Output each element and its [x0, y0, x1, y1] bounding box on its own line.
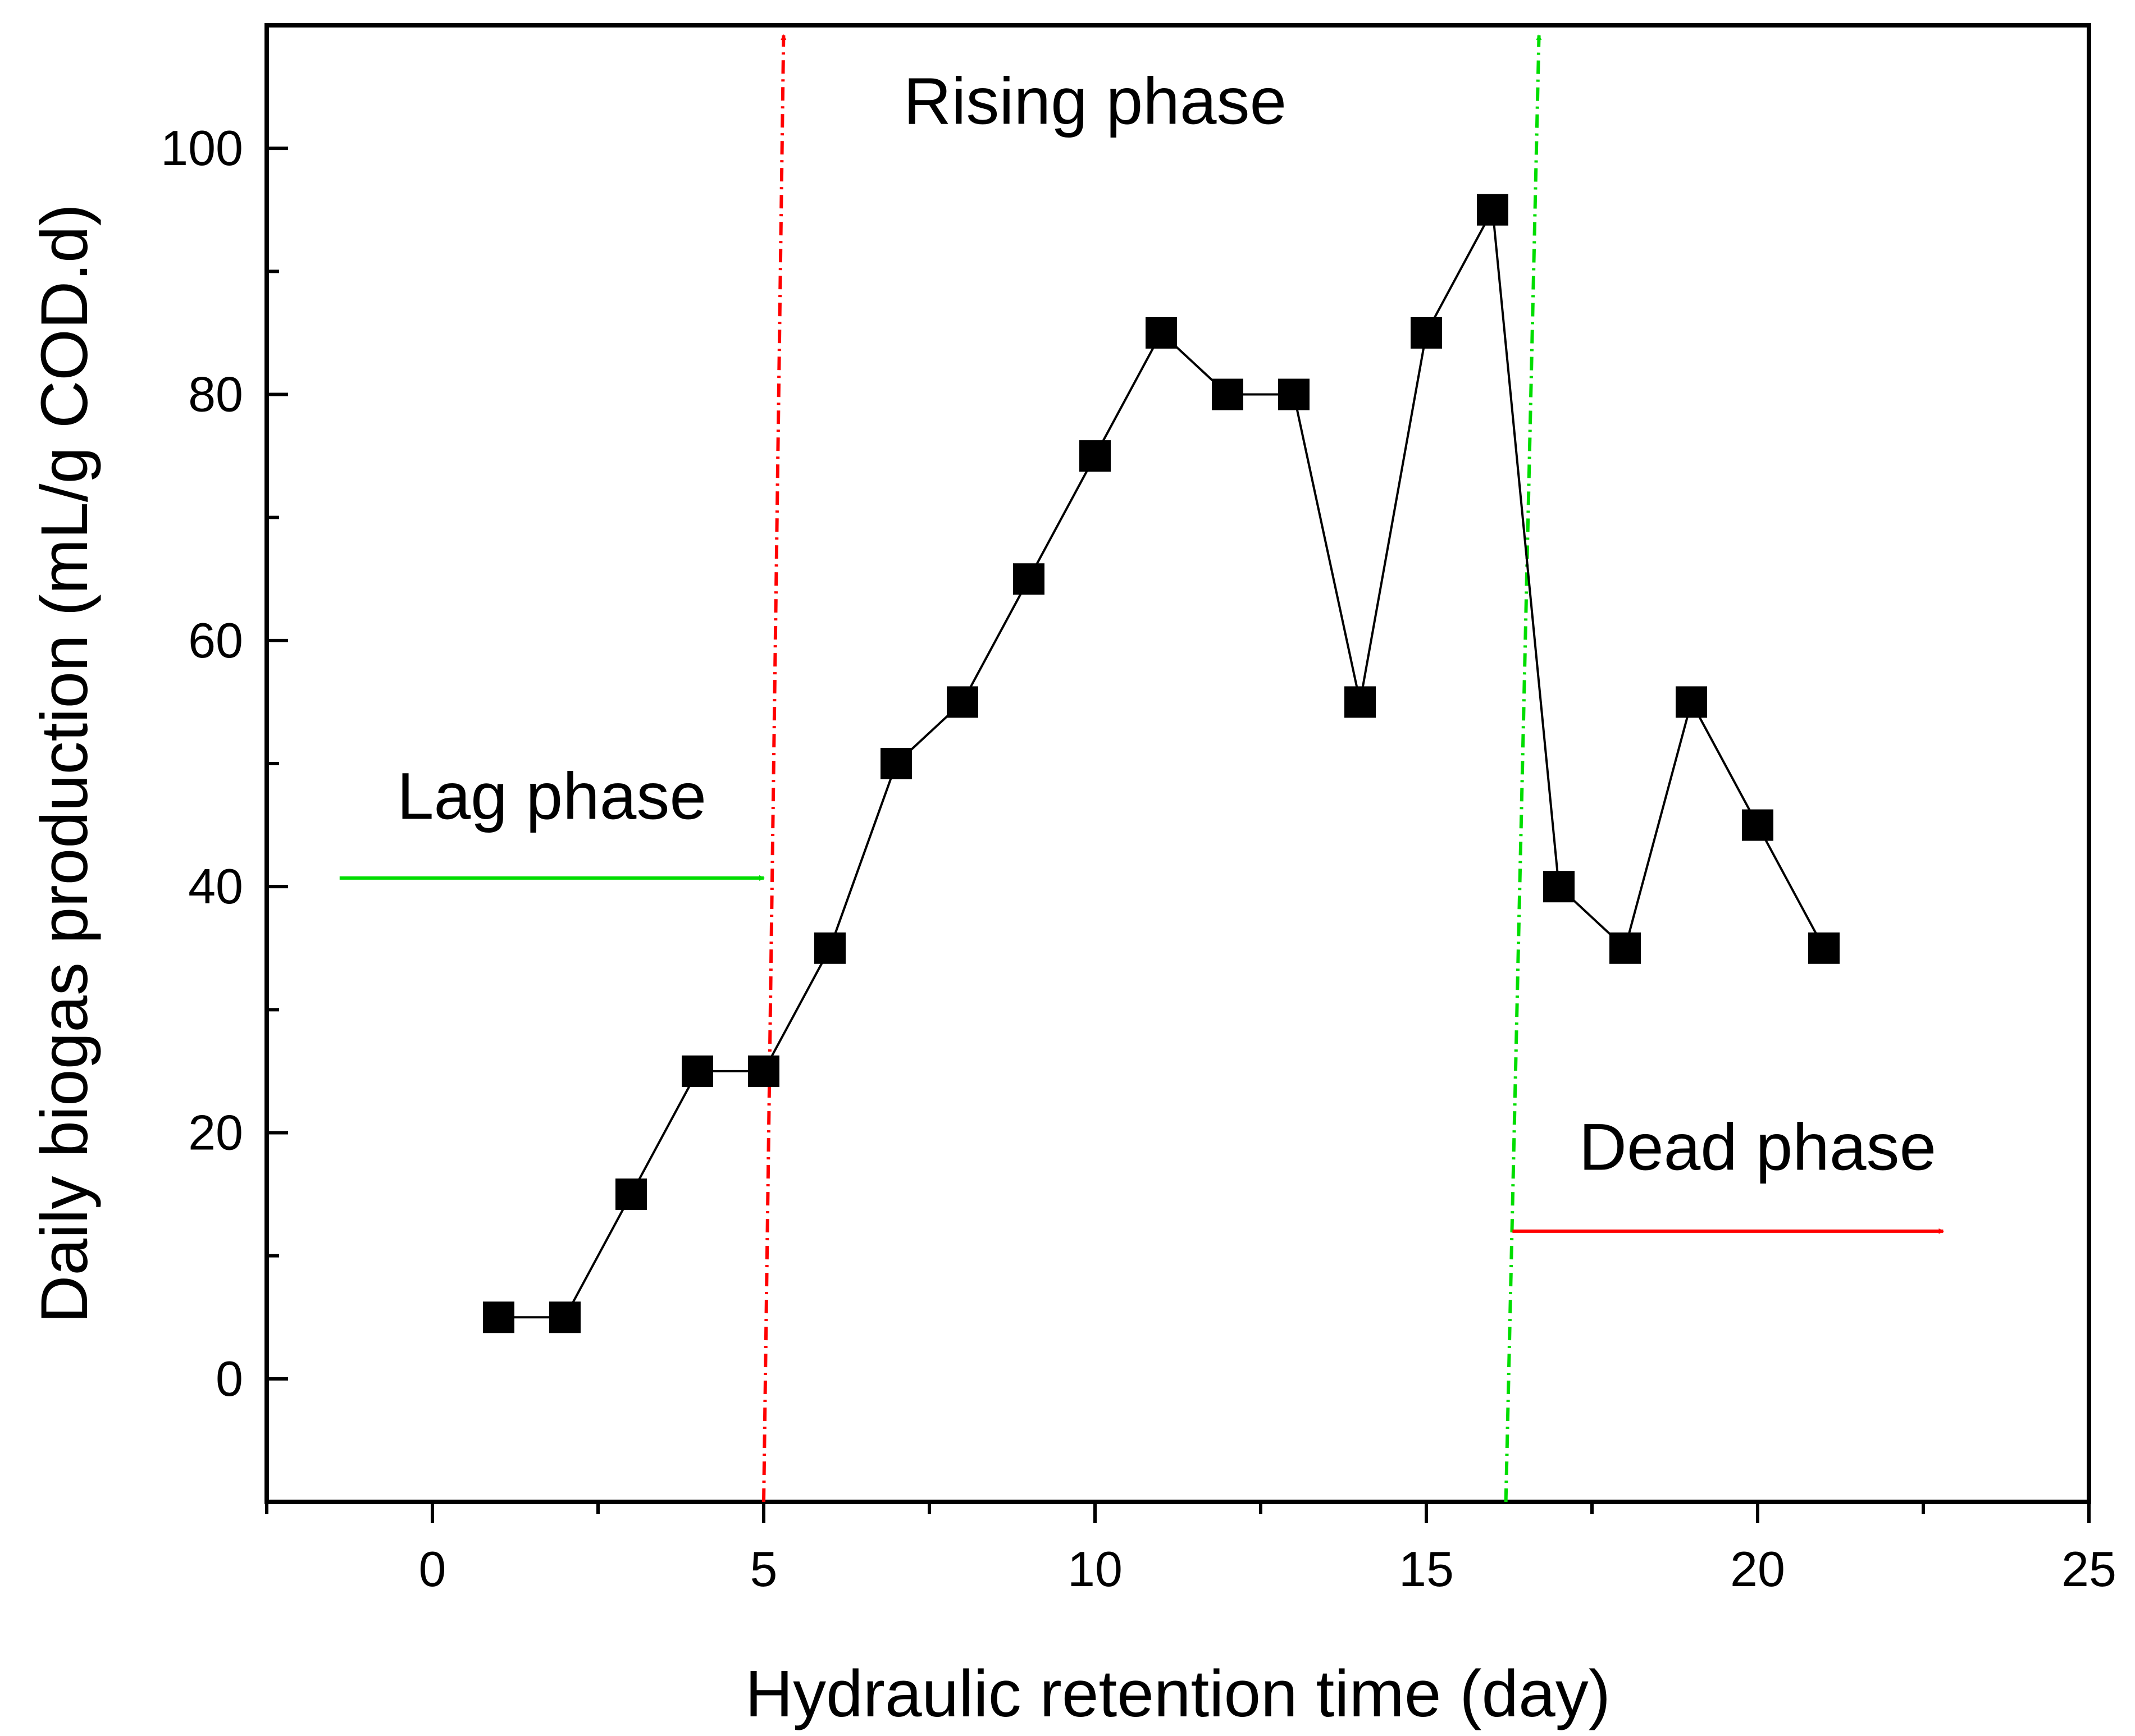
y-tick-label: 20: [188, 1105, 243, 1161]
data-point-marker: [483, 1301, 514, 1333]
y-tick-label: 60: [188, 613, 243, 668]
y-tick-label: 100: [161, 120, 243, 176]
data-point-marker: [1411, 317, 1442, 349]
y-tick-label: 40: [188, 858, 243, 914]
x-axis-title: Hydraulic retention time (day): [745, 1657, 1611, 1731]
data-point-marker: [748, 1055, 779, 1087]
y-tick-label: 80: [188, 367, 243, 422]
x-tick-label: 0: [419, 1541, 446, 1597]
x-tick-label: 15: [1399, 1541, 1454, 1597]
data-point-marker: [814, 932, 846, 964]
x-tick-label: 25: [2061, 1541, 2116, 1597]
rising-phase-label: Rising phase: [904, 64, 1287, 138]
data-point-marker: [1013, 563, 1044, 595]
data-point-marker: [881, 748, 912, 779]
y-axis-title: Daily biogas production (mL/g COD.d): [28, 204, 102, 1323]
x-axis-ticks: 0 5 10 15 20 25: [265, 1502, 2116, 1597]
data-point-marker: [549, 1301, 581, 1333]
rising-dead-boundary: [1504, 34, 1542, 1502]
x-tick-label: 5: [750, 1541, 778, 1597]
data-point-marker: [682, 1055, 713, 1087]
phase-arrows: [339, 875, 1945, 1234]
dead-phase-label: Dead phase: [1579, 1110, 1936, 1184]
lag-phase-label: Lag phase: [397, 760, 706, 834]
x-tick-label: 20: [1730, 1541, 1785, 1597]
data-point-marker: [1344, 686, 1376, 718]
phase-lines: [762, 34, 1542, 1502]
data-point-marker: [1808, 932, 1840, 964]
y-axis-ticks: 0 20 40 60 80 100: [161, 24, 288, 1504]
data-point-marker: [1278, 378, 1310, 410]
data-point-marker: [1543, 871, 1575, 903]
x-tick-label: 10: [1068, 1541, 1123, 1597]
data-point-marker: [615, 1178, 647, 1210]
data-series: [483, 194, 1840, 1333]
data-point-marker: [1742, 809, 1773, 841]
data-point-marker: [947, 686, 978, 718]
y-tick-label: 0: [216, 1351, 243, 1406]
data-point-marker: [1609, 932, 1641, 964]
data-point-marker: [1212, 378, 1243, 410]
data-point-marker: [1477, 194, 1508, 226]
data-point-marker: [1676, 686, 1707, 718]
data-point-marker: [1146, 317, 1177, 349]
lag-rising-boundary: [762, 34, 787, 1502]
data-point-marker: [1079, 440, 1111, 472]
